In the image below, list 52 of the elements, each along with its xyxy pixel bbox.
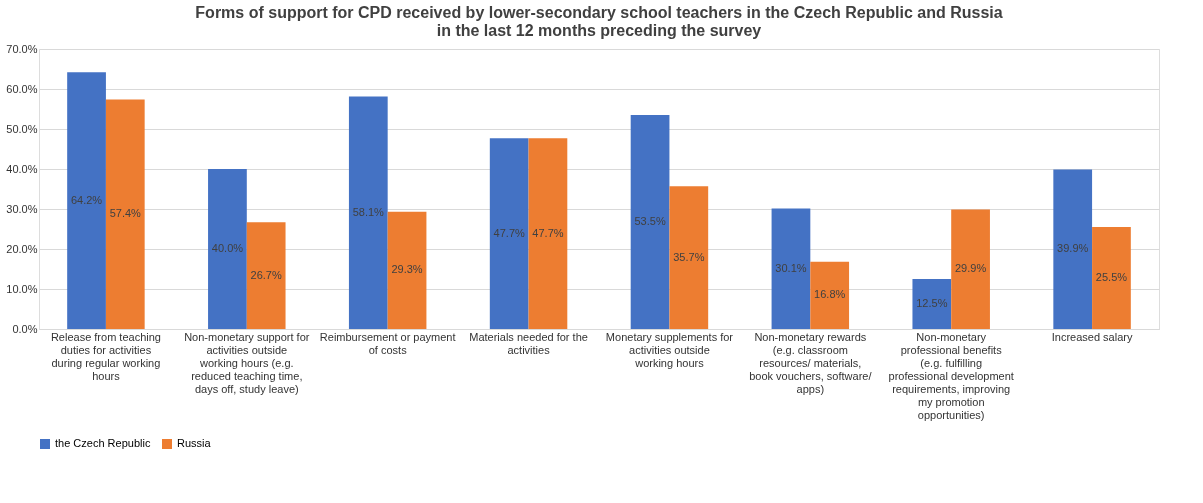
data-label: 16.8% <box>814 288 846 301</box>
x-tick-label: Non-monetary rewards (e.g. classroom resources/ materials, book vouchers, software/ apps) <box>749 330 873 395</box>
x-tick-label: Non-monetary support for activities outside working hours (e.g. reduced teaching time, days off, study leave) <box>184 330 310 395</box>
text: Forms of support for CPD received by lower-secondary school teachers in the Czech Republic and Russia <box>195 4 1003 21</box>
x-tick-label: Increased salary <box>1051 330 1133 343</box>
y-tick-label: 10.0% <box>6 282 38 295</box>
data-label: 12.5% <box>916 297 948 309</box>
data-label: 39.9% <box>1057 242 1089 255</box>
x-tick-label: Non-monetary professional benefits (e.g. fulfilling professional development requirements, improving my promotion opportunities) <box>888 330 1014 421</box>
x-tick-label: Reimbursement or payment of costs <box>319 330 456 356</box>
data-label: 40.0% <box>211 242 244 254</box>
bar <box>246 222 286 329</box>
bar <box>67 72 106 329</box>
x-tick-label: Monetary supplements for activities outside working hours <box>605 330 734 369</box>
data-label: 29.3% <box>391 263 423 276</box>
data-label: 26.7% <box>250 268 282 281</box>
legend-label: Russia <box>177 437 212 449</box>
bar <box>1092 227 1131 329</box>
bar <box>630 115 670 329</box>
bar <box>208 169 247 329</box>
bar <box>669 186 709 329</box>
y-tick-label: 30.0% <box>6 202 38 215</box>
y-tick-label: 40.0% <box>6 162 38 175</box>
y-tick-label: 60.0% <box>6 82 38 95</box>
x-tick-label: Materials needed for the activities <box>469 330 588 356</box>
data-label: 35.7% <box>673 250 705 263</box>
bar <box>348 96 388 329</box>
data-label: 58.1% <box>352 205 385 218</box>
bar <box>951 209 990 329</box>
x-tick-label: Release from teaching duties for activities during regular working hours <box>50 330 161 382</box>
y-tick-label: 0.0% <box>12 322 38 335</box>
bar <box>105 99 145 329</box>
data-label: 57.4% <box>109 207 142 220</box>
y-tick-label: 50.0% <box>6 122 38 135</box>
bar <box>1053 169 1093 329</box>
data-label: 47.7% <box>493 226 525 239</box>
bar <box>810 261 850 329</box>
data-label: 64.2% <box>70 193 103 206</box>
data-label: 53.5% <box>634 215 666 227</box>
bar <box>771 208 811 329</box>
y-tick-label: 70.0% <box>6 42 38 55</box>
bar <box>912 279 952 329</box>
data-label: 30.1% <box>775 261 807 274</box>
data-label: 47.7% <box>532 226 564 239</box>
bar <box>387 211 427 329</box>
data-label: 25.5% <box>1095 271 1128 283</box>
bar <box>489 138 529 329</box>
data-label: 29.9% <box>954 262 987 275</box>
text: in the last 12 months preceding the survey <box>436 22 762 39</box>
legend-label: the Czech Republic <box>55 437 151 449</box>
bar <box>528 138 568 329</box>
y-tick-label: 20.0% <box>6 242 38 255</box>
